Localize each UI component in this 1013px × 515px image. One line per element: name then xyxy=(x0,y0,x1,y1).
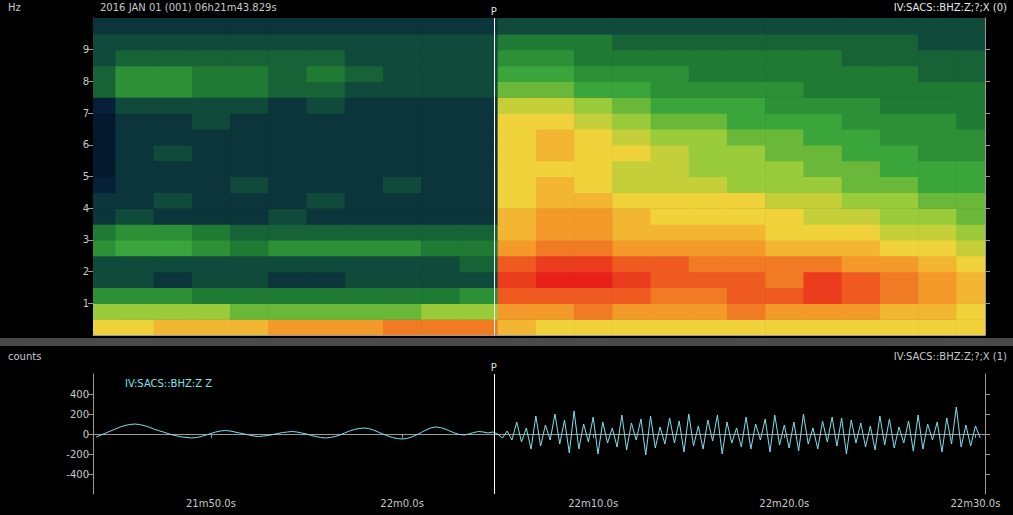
svg-text:21m50.0s: 21m50.0s xyxy=(186,498,236,509)
svg-text:22m20.0s: 22m20.0s xyxy=(759,498,809,509)
svg-text:3: 3 xyxy=(83,234,89,245)
svg-text:22m0.0s: 22m0.0s xyxy=(380,498,424,509)
svg-text:P: P xyxy=(491,6,497,17)
svg-text:200: 200 xyxy=(70,409,89,420)
svg-text:400: 400 xyxy=(70,389,89,400)
svg-text:6: 6 xyxy=(83,139,89,150)
svg-text:0: 0 xyxy=(83,429,89,440)
svg-text:4: 4 xyxy=(83,203,89,214)
svg-text:9: 9 xyxy=(83,44,89,55)
svg-text:IV:SACS::BHZ:Z;?;X (0): IV:SACS::BHZ:Z;?;X (0) xyxy=(894,2,1007,13)
svg-text:2: 2 xyxy=(83,266,89,277)
svg-text:IV:SACS::BHZ:Z;?;X (1): IV:SACS::BHZ:Z;?;X (1) xyxy=(894,351,1007,362)
svg-text:-200: -200 xyxy=(66,449,89,460)
svg-text:22m10.0s: 22m10.0s xyxy=(568,498,618,509)
svg-text:counts: counts xyxy=(8,351,41,362)
svg-text:-400: -400 xyxy=(66,469,89,480)
svg-text:7: 7 xyxy=(83,108,89,119)
svg-text:P: P xyxy=(491,362,497,373)
svg-text:5: 5 xyxy=(83,171,89,182)
svg-text:IV:SACS::BHZ:Z Z: IV:SACS::BHZ:Z Z xyxy=(125,378,212,389)
svg-text:Hz: Hz xyxy=(8,2,21,13)
svg-text:1: 1 xyxy=(83,298,89,309)
svg-text:8: 8 xyxy=(83,76,89,87)
svg-text:22m30.0s: 22m30.0s xyxy=(950,498,1000,509)
svg-text:2016 JAN 01 (001) 06h21m43.829: 2016 JAN 01 (001) 06h21m43.829s xyxy=(100,2,277,13)
